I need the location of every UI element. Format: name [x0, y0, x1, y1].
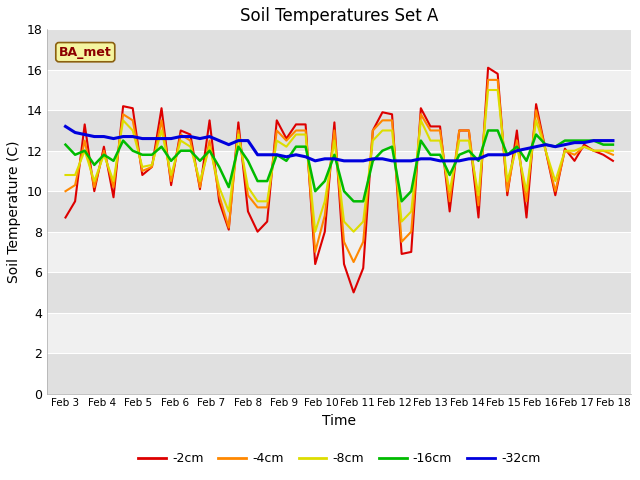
Bar [47, 110, 631, 151]
Bar [47, 353, 631, 394]
Bar [47, 70, 631, 110]
Text: BA_met: BA_met [59, 46, 111, 59]
X-axis label: Time: Time [322, 414, 356, 428]
Legend: -2cm, -4cm, -8cm, -16cm, -32cm: -2cm, -4cm, -8cm, -16cm, -32cm [133, 447, 545, 470]
Y-axis label: Soil Temperature (C): Soil Temperature (C) [7, 140, 21, 283]
Bar [47, 232, 631, 272]
Bar [47, 29, 631, 70]
Title: Soil Temperatures Set A: Soil Temperatures Set A [240, 7, 438, 25]
Bar [47, 191, 631, 232]
Bar [47, 312, 631, 353]
Bar [47, 151, 631, 191]
Bar [47, 272, 631, 312]
